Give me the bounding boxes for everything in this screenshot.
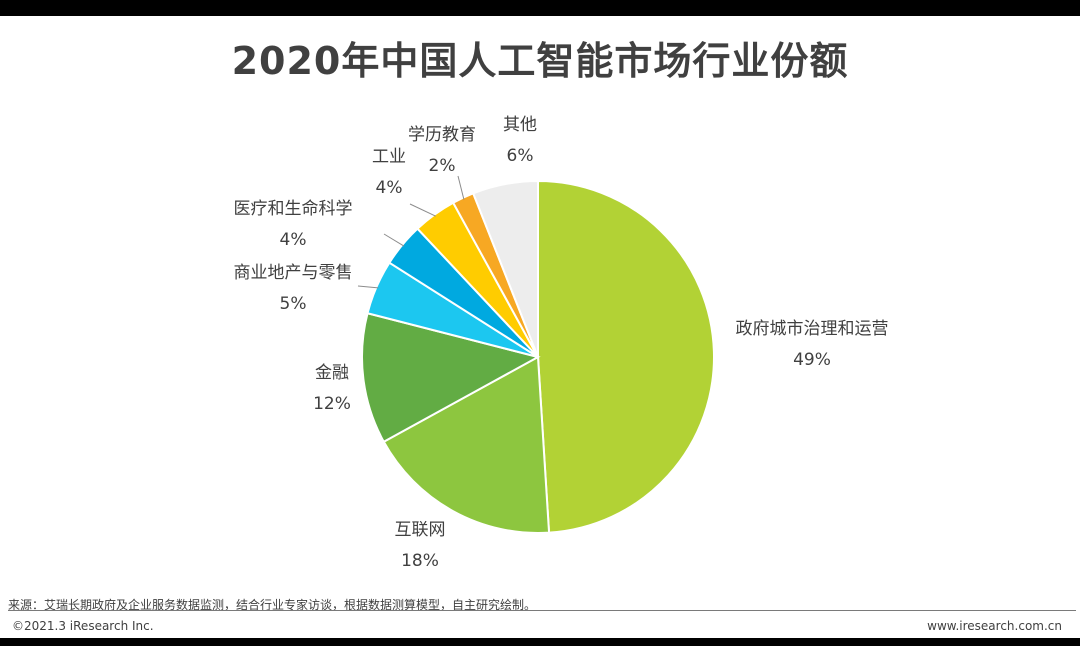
chart-title: 2020年中国人工智能市场行业份额 [231,39,849,83]
pie-chart: 政府城市治理和运营 49% 互联网 18% 金融 12% 商业地产与零售 5% 医疗和生命科学 4… [234,115,889,571]
slice-label-7: 其他 [503,115,537,135]
leader-line-4 [383,233,405,247]
slice-value-5: 4% [376,178,403,198]
slice-value-7: 6% [507,146,534,166]
leader-line-5 [409,203,436,217]
slice-label-2: 金融 [315,363,349,383]
leader-line-3 [357,285,379,289]
slice-value-4: 4% [280,230,307,250]
leader-lines [357,175,465,289]
pie-slice-7 [471,179,539,358]
pie-slice-2 [361,312,541,444]
slice-value-3: 5% [280,294,307,314]
slice-labels: 政府城市治理和运营 49% 互联网 18% 金融 12% 商业地产与零售 5% 医疗和生命科学 4… [234,115,889,571]
slice-label-1: 互联网 [395,520,446,540]
slice-value-0: 49% [793,350,831,370]
pie-slices [361,179,715,534]
copyright-text: ©2021.3 iResearch Inc. [12,619,154,633]
slice-label-6: 学历教育 [408,125,476,145]
slice-label-0: 政府城市治理和运营 [736,319,889,339]
slice-label-4: 医疗和生命科学 [234,199,353,219]
slice-label-3: 商业地产与零售 [234,263,353,283]
pie-slice-0 [537,179,715,534]
slice-value-6: 2% [429,156,456,176]
website-link[interactable]: www.iresearch.com.cn [927,619,1062,633]
slide-panel: 2020年中国人工智能市场行业份额 政府城市治理和运营 49% 互联网 18% 金融 12… [0,16,1080,638]
slice-label-5: 工业 [372,147,406,167]
pie-slice-1 [382,355,551,534]
footer-divider [8,610,1076,611]
slice-value-1: 18% [401,551,439,571]
source-note: 来源：艾瑞长期政府及企业服务数据监测，结合行业专家访谈，根据数据测算模型，自主研… [8,598,537,612]
leader-line-6 [457,175,465,200]
slice-value-2: 12% [313,394,351,414]
